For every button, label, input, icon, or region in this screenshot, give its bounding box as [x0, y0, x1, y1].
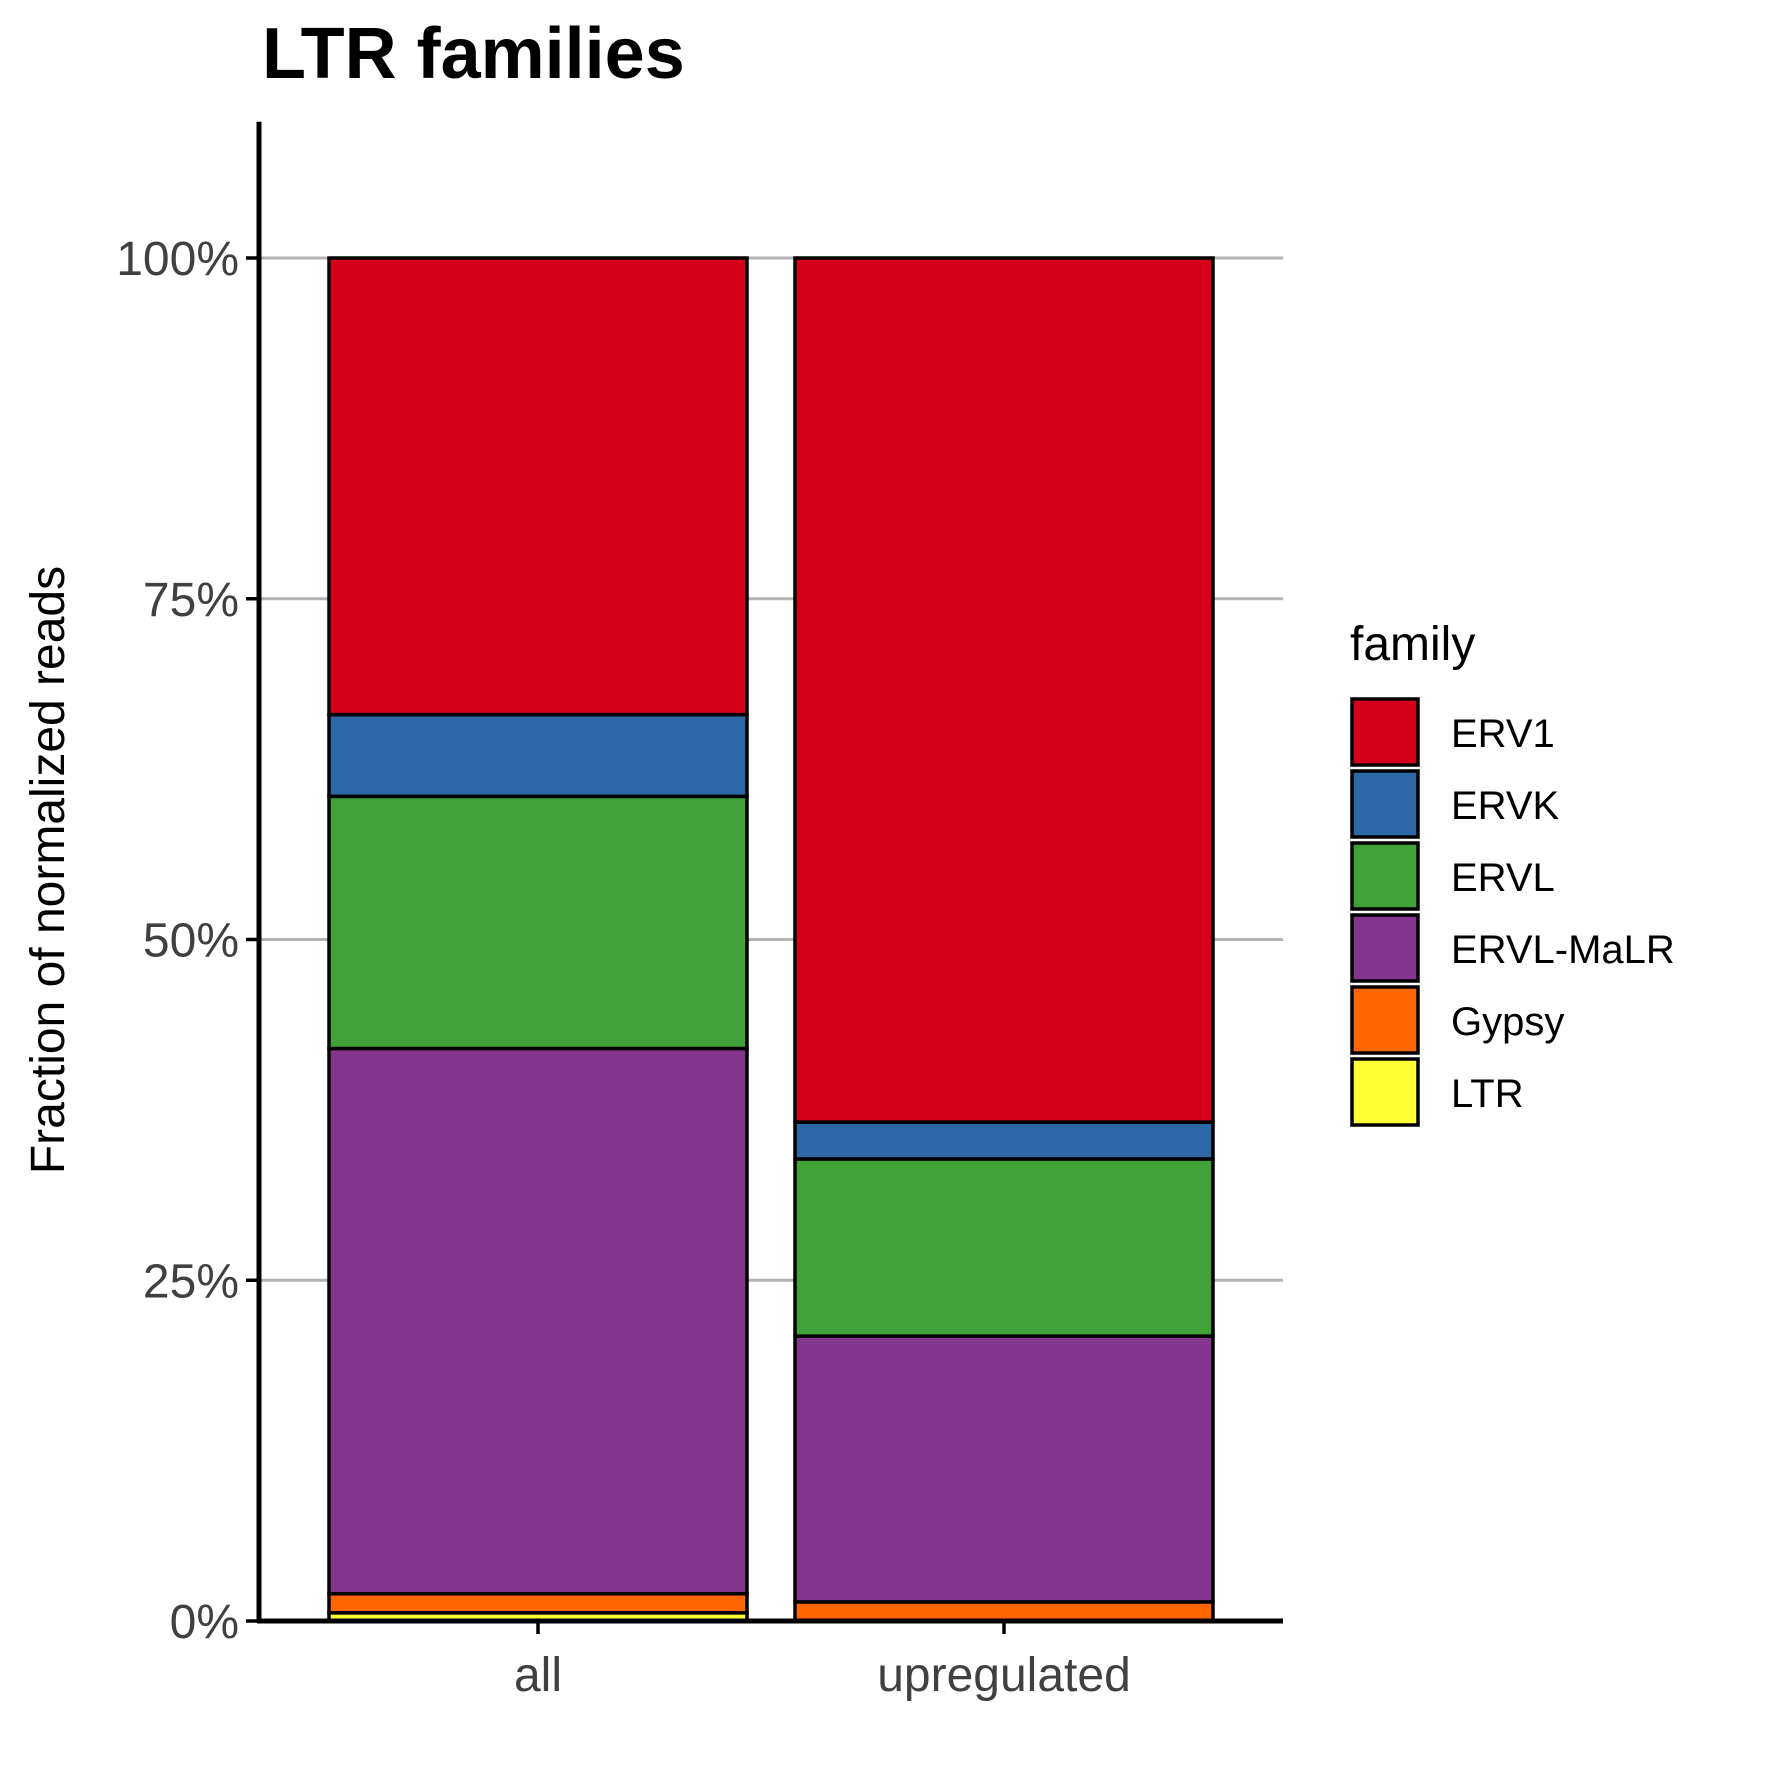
axes	[246, 121, 1283, 1634]
y-axis-label: Fraction of normalized reads	[22, 566, 75, 1174]
bar-segment	[327, 256, 749, 717]
x-tick-label: upregulated	[877, 1649, 1131, 1702]
bars	[327, 256, 1215, 1623]
legend-title: family	[1350, 618, 1475, 671]
tick-labels: all upregulated 0% 25% 50% 75% 100%	[116, 233, 1131, 1702]
bar-segment	[327, 712, 749, 799]
legend-key	[1350, 841, 1420, 911]
chart-title: LTR families	[262, 14, 685, 94]
legend: family ERV1 ERVK ERVL ERVL-MaLR Gypsy LTR	[1350, 618, 1675, 1127]
bar-segment	[793, 256, 1215, 1124]
legend-label: ERV1	[1451, 712, 1555, 756]
y-tick-label: 100%	[116, 233, 239, 286]
y-tick-label: 50%	[143, 915, 239, 968]
bar-segment	[793, 1334, 1215, 1604]
bar-segment	[793, 1600, 1215, 1623]
bar-segment	[327, 1046, 749, 1596]
legend-key	[1350, 769, 1420, 839]
legend-key	[1350, 697, 1420, 767]
legend-label: Gypsy	[1451, 1000, 1564, 1044]
y-tick-label: 75%	[143, 574, 239, 627]
bar-segment	[793, 1120, 1215, 1161]
legend-label: LTR	[1451, 1072, 1524, 1116]
legend-label: ERVL	[1451, 856, 1555, 900]
x-tick-label: all	[514, 1649, 562, 1702]
legend-key	[1350, 985, 1420, 1055]
legend-label: ERVL-MaLR	[1451, 928, 1675, 972]
legend-key	[1350, 913, 1420, 983]
y-tick-label: 25%	[143, 1255, 239, 1308]
bar-segment	[327, 794, 749, 1051]
bar-segment	[793, 1157, 1215, 1338]
bar-segment	[327, 1591, 749, 1615]
y-tick-label: 0%	[170, 1596, 239, 1649]
legend-label: ERVK	[1451, 784, 1560, 828]
legend-key	[1350, 1057, 1420, 1127]
